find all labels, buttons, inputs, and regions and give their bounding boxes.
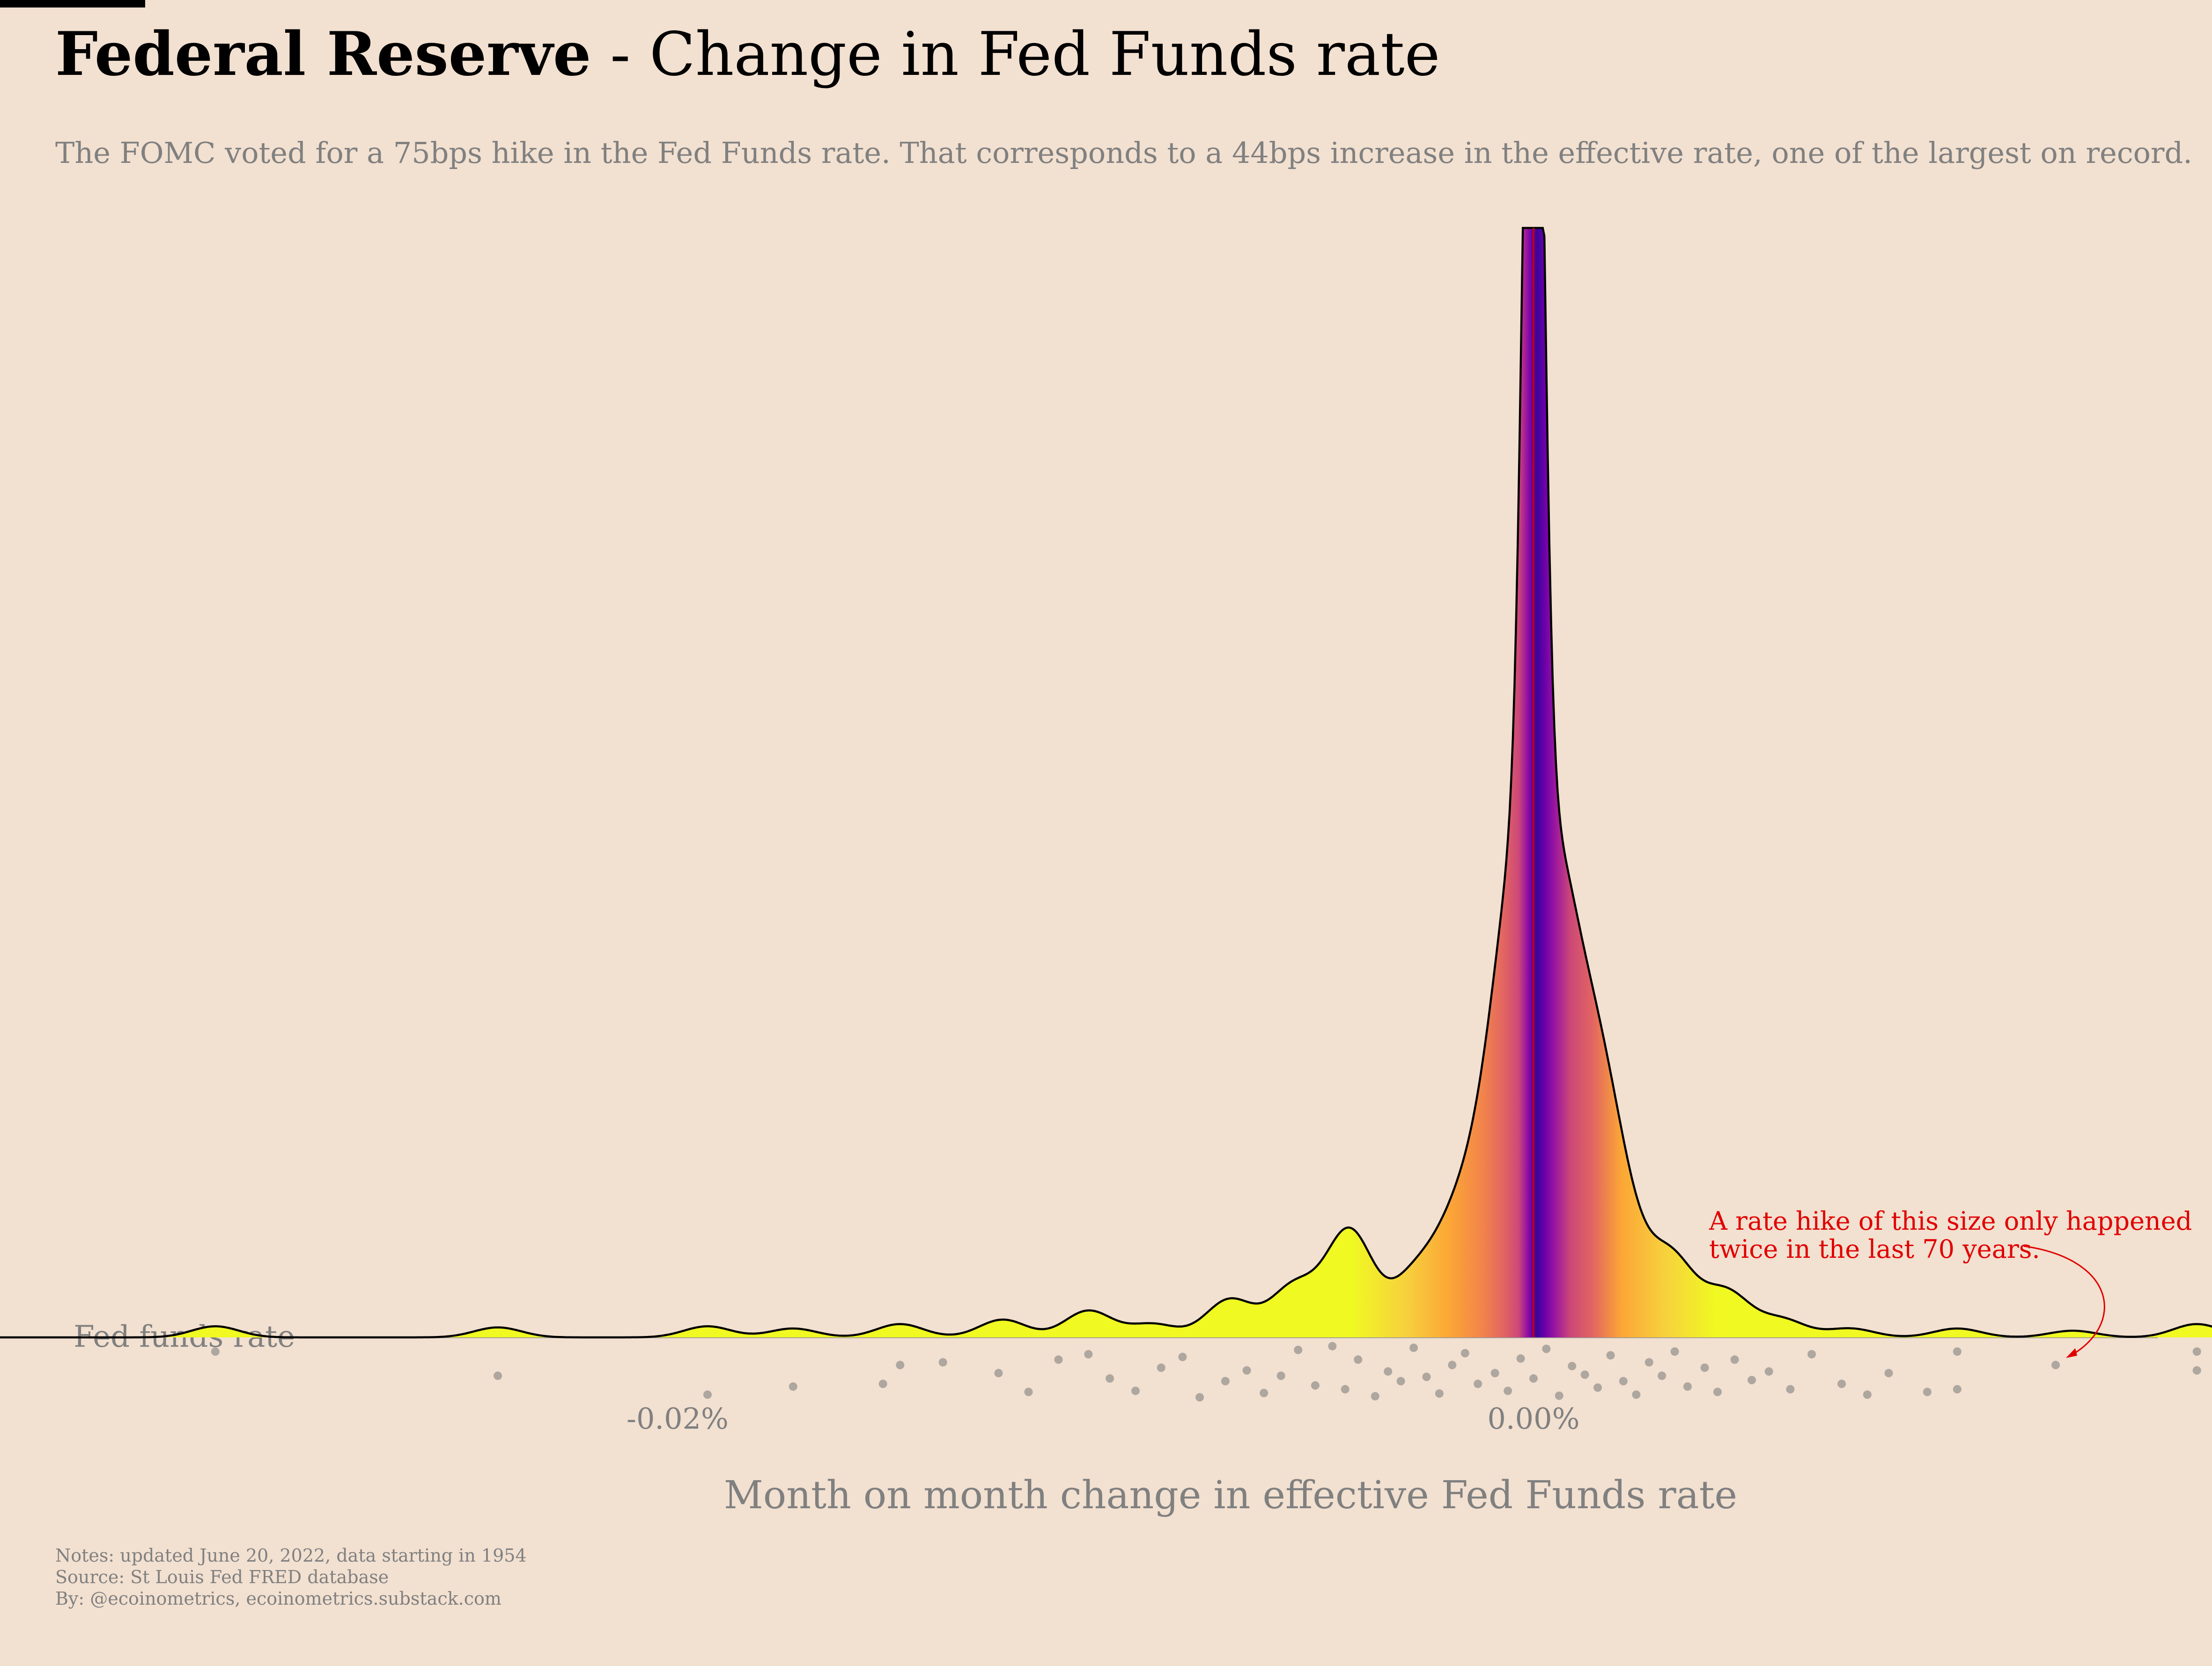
footnote-updated: Notes: updated June 20, 2022, data start… — [55, 1545, 527, 1566]
data-point — [1837, 1380, 1846, 1388]
data-point — [1474, 1380, 1482, 1388]
data-point — [1863, 1390, 1872, 1399]
data-point — [1747, 1376, 1756, 1385]
data-point — [1542, 1344, 1551, 1353]
data-point — [1422, 1372, 1431, 1381]
data-point — [1764, 1367, 1773, 1376]
jitter-points — [211, 1342, 2201, 1402]
data-point — [938, 1358, 947, 1367]
data-point — [1396, 1377, 1405, 1386]
data-point — [1221, 1377, 1230, 1386]
data-point — [789, 1382, 797, 1391]
data-point — [1131, 1387, 1140, 1395]
data-point — [1923, 1387, 1932, 1396]
data-point — [1341, 1385, 1349, 1394]
data-point — [1658, 1372, 1666, 1380]
data-point — [1157, 1363, 1165, 1372]
data-point — [1384, 1367, 1393, 1376]
chart-title-rest: - Change in Fed Funds rate — [591, 20, 1440, 89]
data-point — [1435, 1389, 1444, 1398]
data-point — [1593, 1383, 1602, 1392]
data-point — [1529, 1374, 1538, 1383]
data-point — [1448, 1361, 1457, 1369]
top-accent-bar — [0, 0, 145, 7]
data-point — [1024, 1387, 1033, 1396]
annotation-arrow — [2023, 1245, 2105, 1357]
data-point — [1670, 1347, 1679, 1356]
data-point — [1786, 1385, 1795, 1394]
data-point — [1884, 1369, 1893, 1378]
data-point — [1713, 1387, 1722, 1396]
density-area — [0, 228, 2212, 1337]
data-point — [211, 1347, 220, 1356]
data-point — [1632, 1390, 1641, 1399]
data-point — [994, 1369, 1003, 1378]
x-tick-label: -0.02% — [627, 1402, 729, 1436]
data-point — [1106, 1374, 1114, 1383]
data-point — [1606, 1351, 1615, 1360]
data-point — [1294, 1345, 1303, 1354]
x-axis-title: Month on month change in effective Fed F… — [724, 1473, 1737, 1518]
data-point — [1195, 1393, 1204, 1402]
data-point — [1084, 1350, 1093, 1358]
data-point — [1807, 1350, 1816, 1358]
data-point — [1371, 1392, 1379, 1401]
annotation-arrowhead — [2066, 1348, 2077, 1358]
footnotes: Notes: updated June 20, 2022, data start… — [55, 1545, 527, 1609]
density-outline — [0, 227, 2212, 1339]
data-point — [1580, 1370, 1589, 1379]
data-point — [1504, 1387, 1512, 1395]
x-axis-ticks: -0.05%-0.02%0.00%0.02% — [627, 1402, 1580, 1436]
data-point — [1328, 1342, 1337, 1350]
data-point — [1460, 1349, 1469, 1358]
data-point — [1354, 1355, 1363, 1364]
footnote-source: Source: St Louis Fed FRED database — [55, 1567, 389, 1587]
chart-subtitle: The FOMC voted for a 75bps hike in the F… — [55, 136, 2192, 170]
x-tick-label: 0.00% — [1488, 1402, 1580, 1436]
data-point — [878, 1380, 887, 1388]
data-point — [1683, 1382, 1692, 1391]
data-point — [1242, 1366, 1251, 1375]
annotation-line-1: A rate hike of this size only happened — [1709, 1206, 2192, 1236]
data-point — [2192, 1347, 2201, 1356]
chart-title: Federal Reserve - Change in Fed Funds ra… — [55, 19, 1440, 91]
data-point — [1490, 1369, 1499, 1378]
data-point — [1568, 1362, 1577, 1371]
data-point — [1276, 1372, 1285, 1380]
chart-title-bold: Federal Reserve — [55, 19, 591, 89]
data-point — [1619, 1377, 1628, 1386]
data-point — [2192, 1366, 2201, 1375]
data-point — [1260, 1388, 1268, 1397]
data-point — [1311, 1381, 1320, 1390]
data-point — [1700, 1363, 1709, 1372]
data-point — [1516, 1354, 1525, 1363]
data-point — [896, 1361, 905, 1369]
data-point — [494, 1372, 502, 1380]
data-point — [703, 1390, 712, 1399]
data-point — [1054, 1355, 1063, 1364]
data-point — [1953, 1385, 1961, 1394]
data-point — [2051, 1361, 2060, 1369]
footnote-byline: By: @ecoinometrics, ecoinometrics.substa… — [55, 1588, 501, 1609]
data-point — [1644, 1358, 1653, 1367]
data-point — [1730, 1355, 1739, 1364]
data-point — [1555, 1391, 1563, 1400]
data-point — [1178, 1352, 1187, 1361]
annotation-line-2: twice in the last 70 years. — [1709, 1234, 2040, 1264]
data-point — [1953, 1347, 1961, 1356]
data-point — [1409, 1343, 1418, 1352]
